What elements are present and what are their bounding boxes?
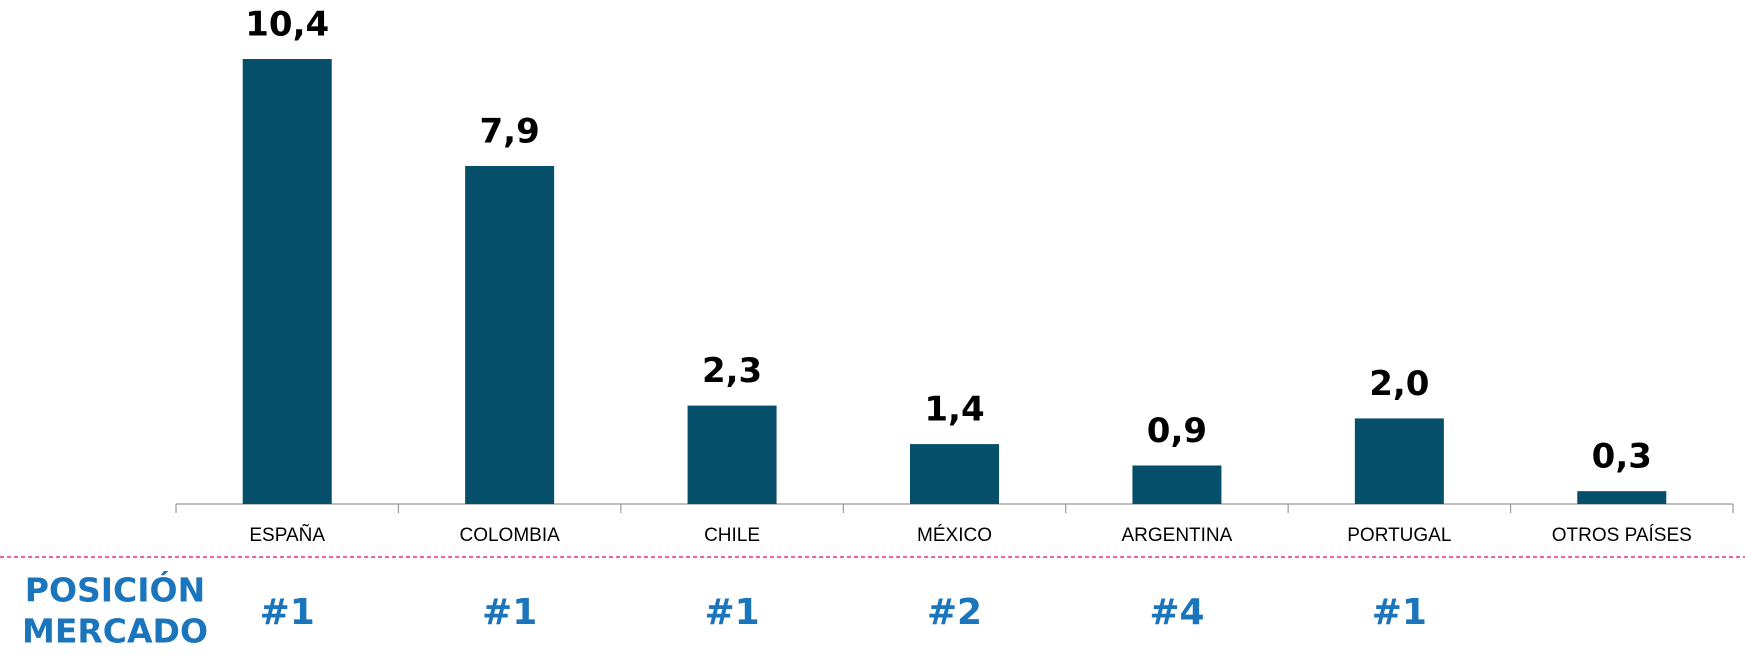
market-position: #2 xyxy=(927,592,982,633)
bar xyxy=(910,444,999,504)
position-label: POSICIÓN xyxy=(25,570,205,610)
bar xyxy=(1354,418,1444,504)
x-tick-label: PORTUGAL xyxy=(1347,525,1451,546)
value-label: 2,0 xyxy=(1369,364,1429,404)
value-label: 1,4 xyxy=(924,390,984,430)
x-tick-label: COLOMBIA xyxy=(459,525,560,546)
market-position: #1 xyxy=(260,592,315,633)
x-tick-label: MÉXICO xyxy=(917,525,992,546)
market-position: #1 xyxy=(704,592,759,633)
value-label: 2,3 xyxy=(702,351,762,391)
market-position: #4 xyxy=(1149,592,1204,633)
bar xyxy=(1132,465,1222,504)
market-position: #1 xyxy=(1372,592,1427,633)
bar xyxy=(687,405,777,504)
x-tick-label: ESPAÑA xyxy=(249,524,325,546)
value-label: 7,9 xyxy=(480,111,540,151)
market-position: #1 xyxy=(482,592,537,633)
value-label: 10,4 xyxy=(245,5,329,45)
value-label: 0,3 xyxy=(1592,437,1652,477)
bar xyxy=(242,59,332,504)
x-tick-label: OTROS PAÍSES xyxy=(1552,525,1692,546)
position-label: MERCADO xyxy=(22,612,208,651)
value-label: 0,9 xyxy=(1147,411,1207,451)
bar xyxy=(465,165,555,504)
x-tick-label: ARGENTINA xyxy=(1121,525,1232,546)
x-tick-label: CHILE xyxy=(704,525,760,546)
bar xyxy=(1577,491,1667,504)
